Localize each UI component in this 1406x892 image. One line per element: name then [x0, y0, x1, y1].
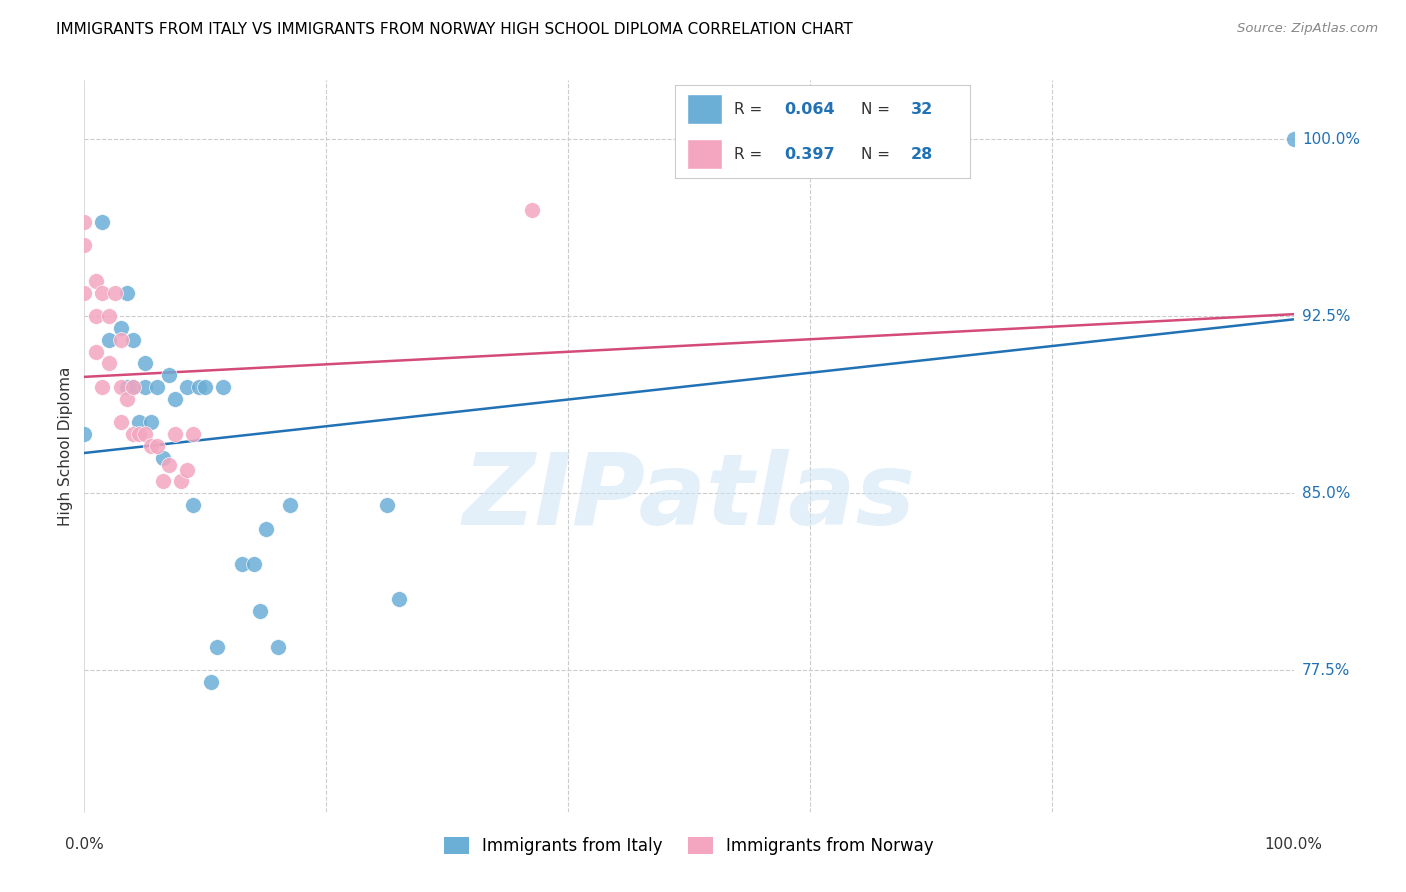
Point: [73, 238, 96, 252]
Text: 0.397: 0.397: [785, 146, 835, 161]
Point: [181, 498, 204, 512]
Point: [91, 215, 114, 229]
Point: [97, 310, 120, 324]
Point: [176, 462, 198, 476]
Point: [134, 427, 156, 442]
Text: IMMIGRANTS FROM ITALY VS IMMIGRANTS FROM NORWAY HIGH SCHOOL DIPLOMA CORRELATION : IMMIGRANTS FROM ITALY VS IMMIGRANTS FROM…: [56, 22, 853, 37]
Point: [157, 458, 180, 472]
Point: [249, 604, 271, 618]
Point: [152, 450, 174, 465]
Point: [139, 439, 162, 453]
Point: [128, 416, 150, 430]
Legend: Immigrants from Italy, Immigrants from Norway: Immigrants from Italy, Immigrants from N…: [437, 830, 941, 862]
Bar: [686, 139, 723, 169]
Point: [73, 427, 96, 442]
Text: N =: N =: [860, 102, 894, 117]
Point: [207, 640, 229, 654]
Point: [1282, 132, 1305, 146]
Point: [388, 592, 411, 607]
Point: [181, 427, 204, 442]
Point: [134, 380, 156, 394]
Point: [91, 380, 114, 394]
Point: [97, 333, 120, 347]
Text: 100.0%: 100.0%: [1302, 132, 1360, 147]
Point: [115, 285, 138, 300]
Point: [170, 475, 193, 489]
Text: 0.064: 0.064: [785, 102, 835, 117]
Point: [231, 557, 253, 571]
Point: [200, 675, 222, 690]
Point: [115, 380, 138, 394]
Text: 77.5%: 77.5%: [1302, 663, 1350, 678]
Point: [163, 392, 186, 406]
Point: [121, 333, 143, 347]
Point: [254, 522, 277, 536]
Point: [110, 321, 132, 335]
Point: [121, 427, 143, 442]
Point: [121, 380, 143, 394]
Point: [128, 427, 150, 442]
Text: ZIPatlas: ZIPatlas: [463, 449, 915, 546]
Point: [267, 640, 290, 654]
Point: [73, 215, 96, 229]
Text: 0.0%: 0.0%: [65, 837, 104, 852]
Text: 100.0%: 100.0%: [1264, 837, 1323, 852]
Point: [86, 344, 108, 359]
Point: [97, 356, 120, 370]
Point: [152, 475, 174, 489]
Point: [134, 356, 156, 370]
Text: R =: R =: [734, 146, 768, 161]
Point: [163, 427, 186, 442]
Text: 32: 32: [911, 102, 934, 117]
Text: N =: N =: [860, 146, 894, 161]
Point: [73, 285, 96, 300]
Text: 28: 28: [911, 146, 934, 161]
Point: [115, 392, 138, 406]
Point: [86, 274, 108, 288]
Bar: [686, 95, 723, 124]
Text: 85.0%: 85.0%: [1302, 485, 1350, 500]
Point: [146, 380, 169, 394]
Point: [121, 380, 143, 394]
Point: [278, 498, 301, 512]
Point: [91, 285, 114, 300]
Text: 92.5%: 92.5%: [1302, 309, 1350, 324]
Point: [110, 333, 132, 347]
Point: [104, 285, 127, 300]
Text: R =: R =: [734, 102, 768, 117]
Point: [110, 416, 132, 430]
Text: Source: ZipAtlas.com: Source: ZipAtlas.com: [1237, 22, 1378, 36]
Point: [188, 380, 211, 394]
Point: [146, 439, 169, 453]
Point: [242, 557, 264, 571]
Point: [194, 380, 217, 394]
Point: [139, 416, 162, 430]
Point: [520, 202, 543, 217]
Point: [110, 380, 132, 394]
Point: [176, 380, 198, 394]
Y-axis label: High School Diploma: High School Diploma: [58, 367, 73, 525]
Point: [375, 498, 398, 512]
Point: [86, 310, 108, 324]
Point: [157, 368, 180, 383]
Point: [212, 380, 235, 394]
